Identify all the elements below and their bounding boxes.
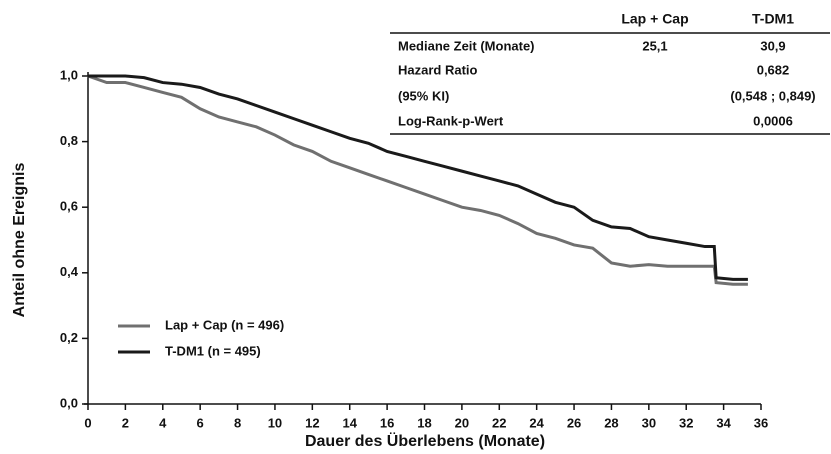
survival-curve <box>87 74 748 286</box>
survival-curve <box>88 74 748 281</box>
table-header: T-DM1 <box>752 11 794 27</box>
table-row-label: (95% KI) <box>398 88 449 103</box>
x-tick-label: 24 <box>529 415 544 430</box>
x-tick-label: 20 <box>455 415 469 430</box>
table-row-label: Mediane Zeit (Monate) <box>398 38 535 53</box>
x-tick-label: 12 <box>305 415 319 430</box>
table-cell: (0,548 ; 0,849) <box>730 88 815 103</box>
table-cell: 25,1 <box>642 38 667 53</box>
x-tick-label: 30 <box>642 415 656 430</box>
x-tick-label: 36 <box>754 415 768 430</box>
y-tick-label: 0,0 <box>60 395 78 410</box>
x-tick-label: 8 <box>234 415 241 430</box>
x-tick-label: 32 <box>679 415 693 430</box>
legend-label: T-DM1 (n = 495) <box>165 343 261 358</box>
table-row-label: Log-Rank-p-Wert <box>398 113 504 128</box>
y-tick-label: 0,4 <box>60 264 79 279</box>
x-axis-label: Dauer des Überlebens (Monate) <box>305 431 545 450</box>
x-tick-label: 14 <box>342 415 357 430</box>
x-tick-label: 4 <box>159 415 167 430</box>
table-row-label: Hazard Ratio <box>398 62 478 77</box>
y-tick-label: 0,8 <box>60 133 78 148</box>
y-tick-label: 0,6 <box>60 199 78 214</box>
table-cell: 0,0006 <box>753 113 793 128</box>
x-tick-label: 28 <box>604 415 618 430</box>
table-header: Lap + Cap <box>621 11 688 27</box>
x-tick-label: 0 <box>84 415 91 430</box>
y-tick-label: 1,0 <box>60 67 78 82</box>
x-tick-label: 34 <box>716 415 731 430</box>
x-tick-label: 26 <box>567 415 581 430</box>
x-tick-label: 16 <box>380 415 394 430</box>
x-tick-label: 6 <box>197 415 204 430</box>
table-cell: 30,9 <box>760 38 785 53</box>
legend-label: Lap + Cap (n = 496) <box>165 317 284 332</box>
x-tick-label: 10 <box>268 415 282 430</box>
x-tick-label: 2 <box>122 415 129 430</box>
y-tick-label: 0,2 <box>60 330 78 345</box>
x-tick-label: 18 <box>417 415 431 430</box>
y-axis-label: Anteil ohne Ereignis <box>11 163 28 318</box>
table-cell: 0,682 <box>757 62 790 77</box>
x-tick-label: 22 <box>492 415 506 430</box>
